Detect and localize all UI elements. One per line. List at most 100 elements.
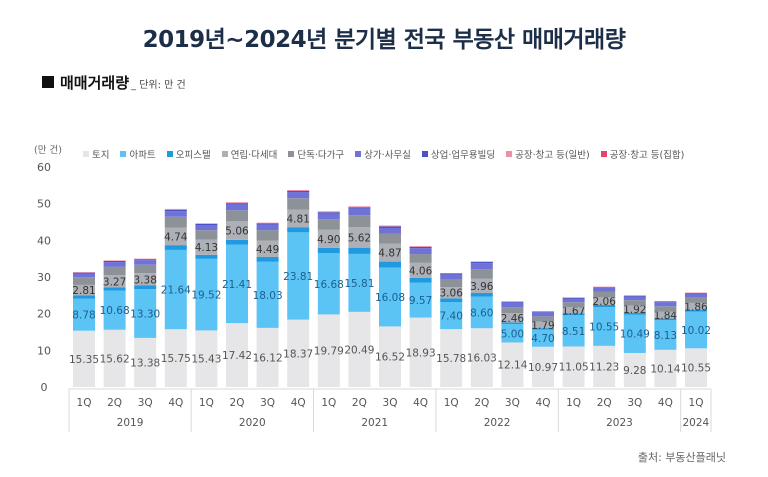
- year-group-label: 2020: [239, 417, 266, 429]
- bar-segment: [562, 346, 585, 387]
- legend-label: 연립·다세대: [230, 150, 278, 161]
- bar-segment: [532, 312, 554, 317]
- x-tick-label: 4Q: [536, 397, 551, 409]
- bar-segment: [103, 262, 126, 267]
- data-label: 15.78: [436, 353, 466, 365]
- bar-segment: [348, 227, 371, 248]
- data-label: 15.75: [161, 353, 191, 365]
- data-label: 4.81: [287, 213, 310, 225]
- bar-segment: [685, 309, 707, 312]
- bar-segment: [103, 266, 126, 276]
- data-label: 2.06: [593, 296, 617, 308]
- bar-segment: [317, 314, 340, 387]
- bar-segment: [654, 349, 677, 387]
- legend-label: 토지: [92, 150, 110, 161]
- bar-segment: [501, 313, 524, 323]
- bar-segment: [379, 226, 401, 228]
- bar-segment: [470, 262, 493, 264]
- year-group-label: 2023: [606, 417, 633, 429]
- bar-segment: [501, 302, 524, 308]
- bar-segment: [532, 346, 554, 387]
- chart-legend: 토지 아파트 오피스텔 연립·다세대 단독·다가구 상가·사무실 상업·업무용빌딩 공장·창고…: [83, 147, 684, 161]
- legend-label: 아파트: [129, 150, 156, 161]
- bar-segment: [593, 345, 616, 387]
- legend-item: 공장·창고 등(집합): [600, 147, 684, 161]
- bar-segment: [317, 247, 340, 254]
- bar-segment: [654, 318, 677, 321]
- bar-segment: [409, 262, 432, 278]
- x-tick-label: 1Q: [444, 397, 459, 409]
- bar-segment: [103, 287, 126, 291]
- data-label: 16.08: [375, 292, 405, 304]
- bar-segment: [470, 263, 493, 270]
- x-tick-label: 3Q: [260, 397, 275, 409]
- legend-label: 단독·다가구: [297, 150, 345, 161]
- data-label: 12.14: [497, 360, 527, 372]
- bar-segment: [470, 293, 493, 297]
- bar-segment: [348, 206, 371, 208]
- bar-segment: [287, 209, 310, 228]
- bar-segment: [470, 269, 493, 279]
- bar-segment: [134, 289, 157, 338]
- bar-segment: [134, 273, 157, 286]
- data-label: 4.70: [531, 333, 554, 345]
- bar-segment: [226, 204, 248, 211]
- legend-item: 공장·창고 등(일반): [506, 147, 590, 161]
- data-label: 19.79: [314, 346, 344, 358]
- legend-swatch-icon: [120, 151, 127, 157]
- bar-segment: [164, 209, 187, 210]
- bar-segment: [73, 298, 95, 331]
- legend-item: 연립·다세대: [221, 147, 278, 161]
- bar-segment: [195, 223, 218, 226]
- bar-segment: [164, 249, 187, 330]
- bar-segment: [317, 212, 340, 214]
- data-label: 3.06: [440, 288, 464, 300]
- year-group-label: 2019: [117, 417, 144, 429]
- bar-segment: [134, 285, 157, 290]
- bar-segment: [103, 275, 126, 288]
- x-tick-label: 4Q: [658, 397, 673, 409]
- data-label: 1.92: [623, 304, 646, 316]
- bar-segment: [593, 297, 616, 305]
- data-label: 23.81: [283, 271, 313, 283]
- legend-swatch-icon: [355, 151, 362, 157]
- data-label: 4.74: [164, 231, 188, 243]
- data-label: 1.86: [684, 301, 708, 313]
- bar-segment: [409, 277, 432, 283]
- bar-segment: [73, 330, 95, 387]
- bar-segment: [73, 295, 95, 299]
- legend-swatch-icon: [600, 151, 607, 157]
- data-label: 16.68: [314, 279, 344, 291]
- bar-segment: [409, 254, 432, 263]
- bar-segment: [685, 311, 707, 349]
- data-label: 10.68: [100, 305, 130, 317]
- data-label: 4.90: [317, 234, 340, 246]
- bar-segment: [256, 223, 279, 225]
- bar-segment: [562, 307, 585, 314]
- bar-segment: [623, 295, 646, 297]
- bar-segment: [593, 287, 616, 288]
- x-tick-label: 2Q: [597, 397, 612, 409]
- data-label: 19.52: [191, 290, 221, 302]
- data-label: 16.52: [375, 352, 405, 364]
- legend-swatch-icon: [288, 151, 295, 157]
- bar-segment: [73, 272, 95, 274]
- bar-segment: [256, 230, 279, 241]
- data-label: 10.55: [681, 363, 711, 375]
- bar-segment: [103, 329, 126, 387]
- x-tick-label: 3Q: [505, 397, 520, 409]
- data-label: 11.23: [589, 361, 619, 373]
- bar-segment: [593, 287, 616, 292]
- bar-segment: [562, 298, 585, 303]
- bar-segment: [73, 284, 95, 296]
- data-label: 1.67: [562, 305, 585, 317]
- bar-segment: [287, 232, 310, 320]
- data-label: 8.13: [654, 330, 677, 342]
- legend-item: 아파트: [120, 147, 156, 161]
- bar-segment: [379, 326, 401, 387]
- legend-label: 상가·사무실: [364, 150, 411, 161]
- bar-segment: [623, 314, 646, 353]
- data-label: 2.46: [501, 313, 525, 325]
- bar-segment: [623, 305, 646, 313]
- x-tick-label: 2Q: [474, 397, 489, 409]
